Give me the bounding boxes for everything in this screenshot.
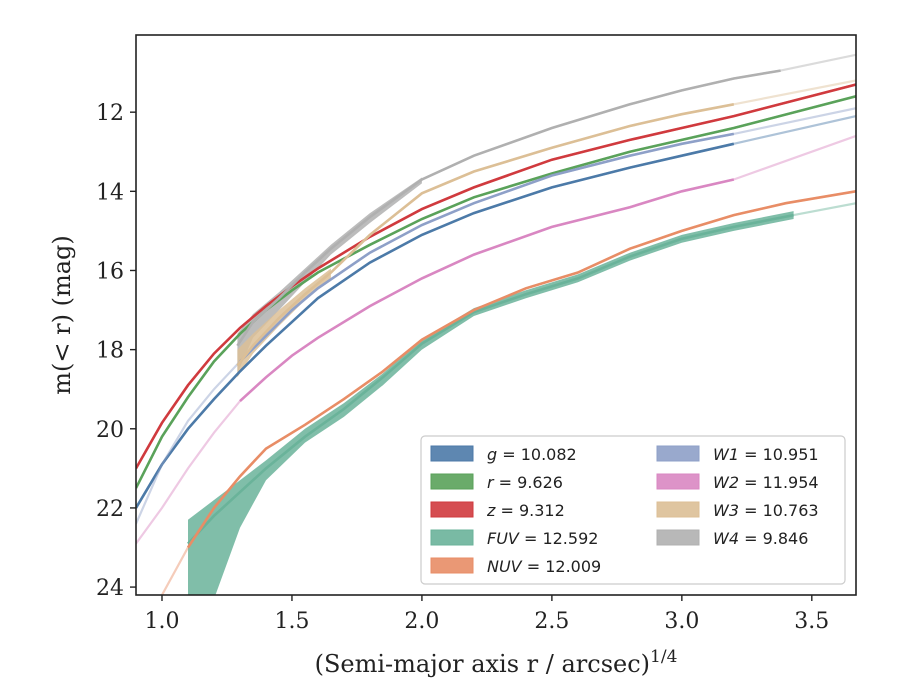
series-lines xyxy=(136,53,856,595)
x-axis-ticks: 1.0 1.5 2.0 2.5 3.0 3.5 xyxy=(144,595,829,634)
legend-label-w1: W1 = 10.951 xyxy=(713,445,819,464)
line-w1 xyxy=(239,132,735,363)
x-tick-label: 3.5 xyxy=(794,609,829,634)
line-r xyxy=(136,95,856,489)
legend-label-nuv: NUV = 12.009 xyxy=(487,557,601,576)
x-tick-label: 1.5 xyxy=(274,609,309,634)
legend-swatch-w3 xyxy=(656,501,700,518)
legend-label-z: z = 9.312 xyxy=(486,501,565,520)
legend-swatch-g xyxy=(430,445,474,462)
legend-label-w3: W3 = 10.763 xyxy=(713,501,819,520)
y-axis-label: m(< r) (mag) xyxy=(48,235,76,394)
x-axis-label: (Semi-major axis r / arcsec)1/4 xyxy=(315,647,678,678)
x-tick-label: 2.0 xyxy=(404,609,439,634)
legend-swatch-z xyxy=(430,501,474,518)
x-tick-label: 3.0 xyxy=(664,609,699,634)
legend-label-fuv: FUV = 12.592 xyxy=(487,529,598,548)
x-tick-label: 2.5 xyxy=(534,609,569,634)
y-tick-label: 24 xyxy=(96,576,124,601)
y-tick-label: 18 xyxy=(96,339,124,364)
x-axis-label-superscript: 1/4 xyxy=(650,647,677,667)
line-z-extent xyxy=(136,83,856,469)
line-w3 xyxy=(236,103,735,367)
line-w2 xyxy=(239,178,735,403)
legend-swatch-fuv xyxy=(430,529,474,546)
line-r-extent xyxy=(136,95,856,489)
y-tick-label: 22 xyxy=(96,497,124,522)
y-tick-label: 12 xyxy=(96,101,124,126)
line-nuv xyxy=(186,190,856,549)
legend-label-w2: W2 = 11.954 xyxy=(713,473,819,492)
legend-swatch-r xyxy=(430,473,474,490)
legend-label-r: r = 9.626 xyxy=(487,473,563,492)
legend-box xyxy=(420,435,846,585)
y-tick-label: 14 xyxy=(96,180,124,205)
legend-swatch-nuv xyxy=(430,557,474,574)
legend-label-w4: W4 = 9.846 xyxy=(713,529,808,548)
y-axis-ticks: 12 14 16 18 20 22 24 xyxy=(96,101,136,601)
y-tick-label: 16 xyxy=(96,259,124,284)
band-w4 xyxy=(237,177,422,374)
line-z xyxy=(136,83,856,470)
legend-swatch-w1 xyxy=(656,445,700,462)
y-tick-label: 20 xyxy=(96,418,124,443)
legend: g = 10.082 r = 9.626 z = 9.312 FUV = 12.592… xyxy=(420,435,846,585)
line-g xyxy=(136,142,735,509)
legend-swatch-w4 xyxy=(656,529,700,546)
legend-swatch-w2 xyxy=(656,473,700,490)
line-fuv xyxy=(187,213,794,545)
legend-label-g: g = 10.082 xyxy=(487,445,577,464)
line-w4 xyxy=(236,69,781,347)
x-tick-label: 1.0 xyxy=(144,609,179,634)
plot-frame xyxy=(135,34,857,596)
